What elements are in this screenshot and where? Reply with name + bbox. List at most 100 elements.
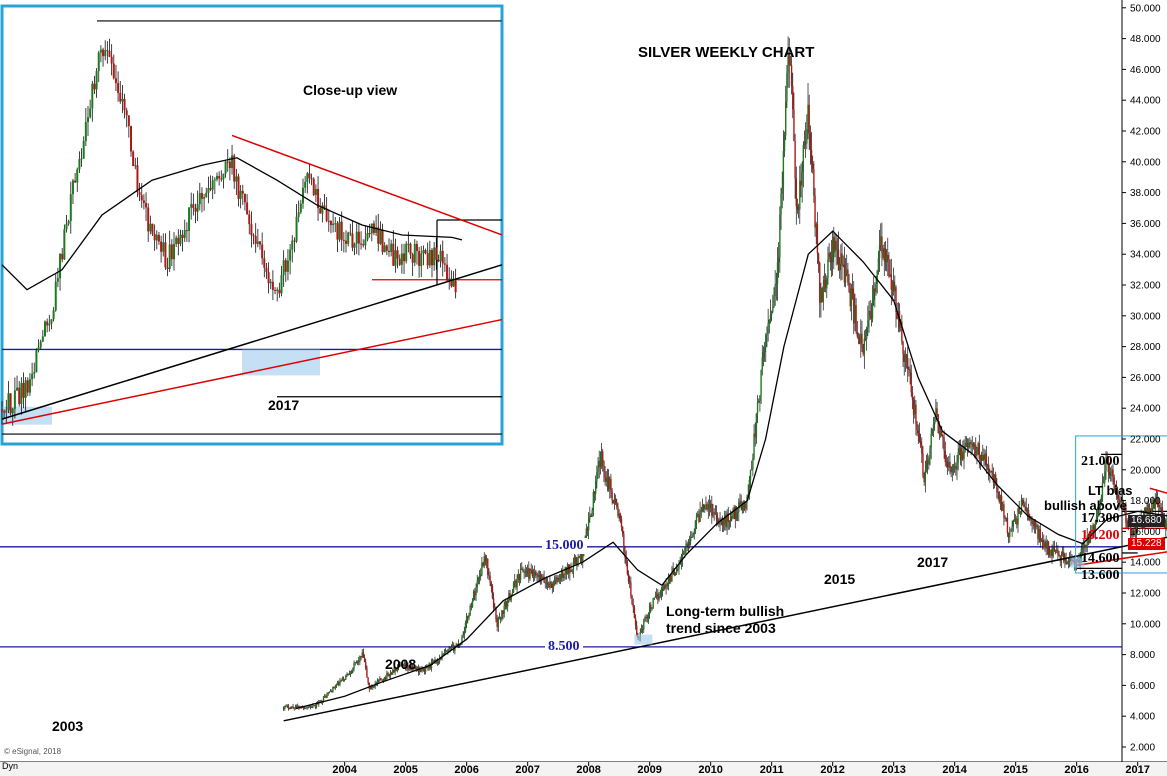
candle-body	[678, 564, 680, 569]
candle-body	[334, 686, 336, 689]
x-tick-label: 2005	[393, 764, 417, 776]
candle-body	[442, 654, 444, 656]
candle-body	[1084, 544, 1086, 546]
candle-body	[471, 600, 474, 608]
candle-body	[502, 610, 504, 614]
candle-body	[1135, 526, 1138, 533]
hline-label-15000: 15.000	[542, 538, 587, 554]
inset-candle-body	[375, 227, 378, 233]
inset-candle-body	[263, 258, 266, 268]
candle-body	[487, 558, 489, 575]
candle-body	[804, 142, 807, 144]
candle-body	[654, 595, 657, 598]
inset-candle-body	[256, 241, 259, 244]
inset-candle-body	[441, 250, 444, 264]
low-highlight-2008	[634, 634, 653, 645]
inset-candle-body	[345, 240, 347, 244]
candle-body	[673, 568, 675, 576]
candle-body	[968, 442, 970, 448]
candle-body	[468, 614, 470, 618]
focus-box	[1075, 435, 1167, 574]
inset-candle-body	[185, 230, 188, 232]
candle-body	[526, 568, 529, 572]
candle-body	[793, 109, 795, 141]
candle-body	[489, 575, 491, 583]
candle-body	[552, 585, 555, 589]
candle-body	[831, 236, 834, 263]
candle-body	[409, 668, 412, 670]
inset-candle-body	[394, 250, 397, 266]
candle-body	[888, 258, 890, 277]
candle-body	[1092, 524, 1094, 530]
inset-candle-body	[246, 202, 249, 215]
inset-candle-body	[194, 208, 197, 212]
candle-body	[702, 504, 705, 509]
inset-candle-body	[370, 223, 373, 234]
inset-candle-body	[9, 393, 12, 414]
candle-body	[389, 672, 392, 677]
candle-body	[1023, 503, 1025, 508]
inset-candle-body	[329, 220, 332, 226]
candle-body	[980, 454, 983, 461]
candle-body	[530, 569, 532, 571]
level-label-14600: 14.600	[1081, 551, 1120, 566]
inset-candle-body	[110, 56, 113, 64]
candle-body	[712, 512, 714, 517]
candle-body	[847, 269, 849, 283]
candle-body	[1054, 549, 1057, 552]
candle-body	[821, 288, 823, 303]
chart-title: SILVER WEEKLY CHART	[638, 44, 815, 61]
candle-body	[698, 514, 700, 522]
candle-body	[907, 358, 909, 370]
inset-candle-body	[265, 267, 268, 273]
candle-body	[653, 597, 656, 599]
inset-candle-body	[11, 408, 14, 414]
candle-body	[282, 706, 285, 709]
inset-candle-body	[5, 409, 8, 413]
candle-body	[1090, 533, 1092, 536]
inset-candle-body	[222, 173, 225, 180]
candle-body	[521, 568, 523, 570]
candle-body	[938, 433, 941, 435]
candle-body	[846, 269, 848, 274]
candle-body	[795, 178, 797, 207]
source-credit: © eSignal, 2018	[4, 747, 62, 756]
candle-body	[975, 444, 977, 456]
candle-body	[614, 498, 617, 504]
y-tick-label: 38.000	[1130, 188, 1161, 199]
inset-candle-body	[437, 259, 440, 262]
candle-body	[896, 312, 898, 320]
candle-body	[600, 451, 603, 467]
candle-body	[816, 223, 819, 254]
y-tick-label: 48.000	[1130, 34, 1161, 45]
candle-body	[340, 680, 342, 682]
candle-body	[996, 483, 998, 493]
inset-candle-body	[357, 231, 360, 244]
candle-body	[874, 288, 876, 293]
inset-candle-body	[239, 190, 242, 199]
inset-candle-body	[448, 278, 451, 280]
candle-body	[631, 595, 633, 605]
inset-candle-body	[237, 176, 240, 199]
candle-body	[1053, 547, 1056, 550]
inset-candle-body	[241, 190, 244, 194]
candle-body	[573, 556, 576, 563]
inset-candle-body	[233, 155, 236, 182]
candle-body	[808, 104, 810, 134]
inset-candle-body	[349, 232, 352, 234]
inset-candle-body	[46, 321, 49, 326]
candle-body	[435, 661, 437, 663]
candle-body	[541, 576, 543, 581]
candle-body	[602, 451, 604, 462]
candle-body	[749, 469, 752, 480]
candle-body	[286, 705, 288, 707]
inset-candle-body	[78, 159, 81, 170]
candle-body	[714, 513, 717, 515]
candle-body	[292, 706, 294, 708]
candle-body	[984, 453, 986, 460]
candle-body	[1064, 557, 1066, 562]
inset-candle-body	[26, 380, 29, 393]
candle-body	[1018, 508, 1020, 514]
candle-body	[346, 674, 348, 676]
candle-body	[690, 537, 692, 542]
